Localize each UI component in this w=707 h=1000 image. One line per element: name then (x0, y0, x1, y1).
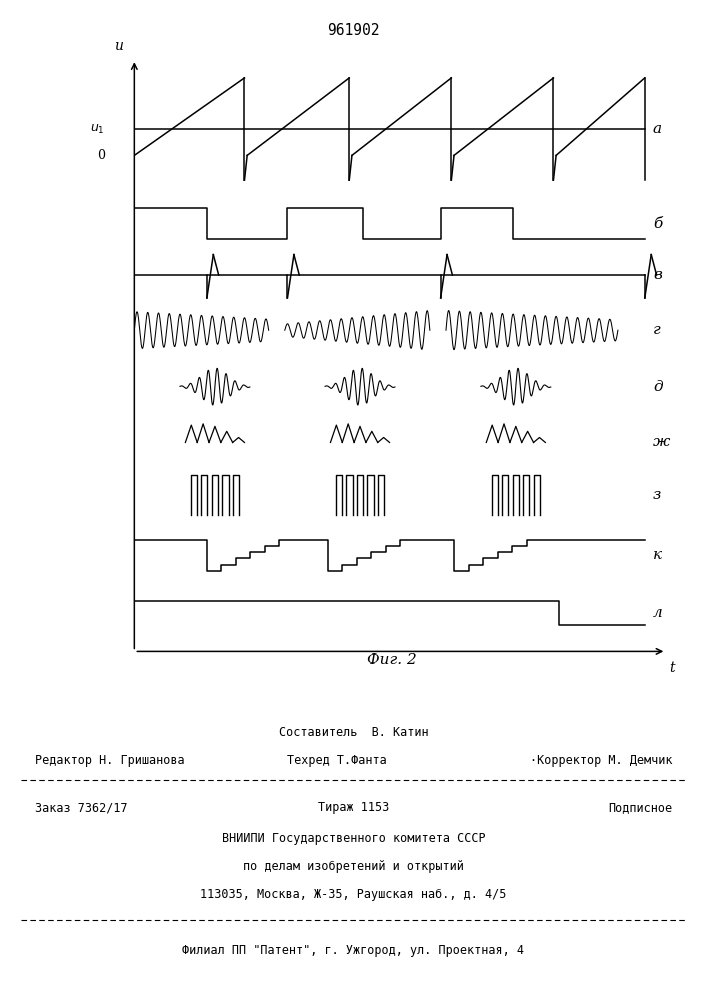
Text: г: г (653, 323, 660, 337)
Text: t: t (669, 661, 674, 675)
Text: Фиг. 2: Фиг. 2 (368, 653, 417, 667)
Text: 0: 0 (97, 149, 105, 162)
Text: Редактор Н. Гришанова: Редактор Н. Гришанова (35, 754, 184, 767)
Text: в: в (653, 268, 662, 282)
Text: л: л (653, 606, 662, 620)
Text: Составитель  В. Катин: Составитель В. Катин (279, 726, 428, 739)
Text: ВНИИПИ Государственного комитета СССР: ВНИИПИ Государственного комитета СССР (222, 832, 485, 845)
Text: Заказ 7362/17: Заказ 7362/17 (35, 801, 127, 814)
Text: к: к (653, 548, 662, 562)
Text: по делам изобретений и открытий: по делам изобретений и открытий (243, 860, 464, 873)
Text: Подписное: Подписное (608, 801, 672, 814)
Text: 113035, Москва, Ж-35, Раушская наб., д. 4/5: 113035, Москва, Ж-35, Раушская наб., д. … (200, 888, 507, 901)
Text: з: з (653, 488, 661, 502)
Text: $u_1$: $u_1$ (90, 123, 105, 136)
Text: ·Корректор М. Демчик: ·Корректор М. Демчик (530, 754, 672, 767)
Text: 961902: 961902 (327, 23, 380, 38)
Text: Филиал ПП "Патент", г. Ужгород, ул. Проектная, 4: Филиал ПП "Патент", г. Ужгород, ул. Прое… (182, 944, 525, 957)
Text: д: д (653, 380, 662, 394)
Text: а: а (653, 122, 662, 136)
Text: б: б (653, 217, 662, 231)
Text: ж: ж (653, 435, 670, 449)
Text: Техред Т.Фанта: Техред Т.Фанта (287, 754, 387, 767)
Text: и: и (114, 39, 122, 53)
Text: Тираж 1153: Тираж 1153 (318, 801, 389, 814)
